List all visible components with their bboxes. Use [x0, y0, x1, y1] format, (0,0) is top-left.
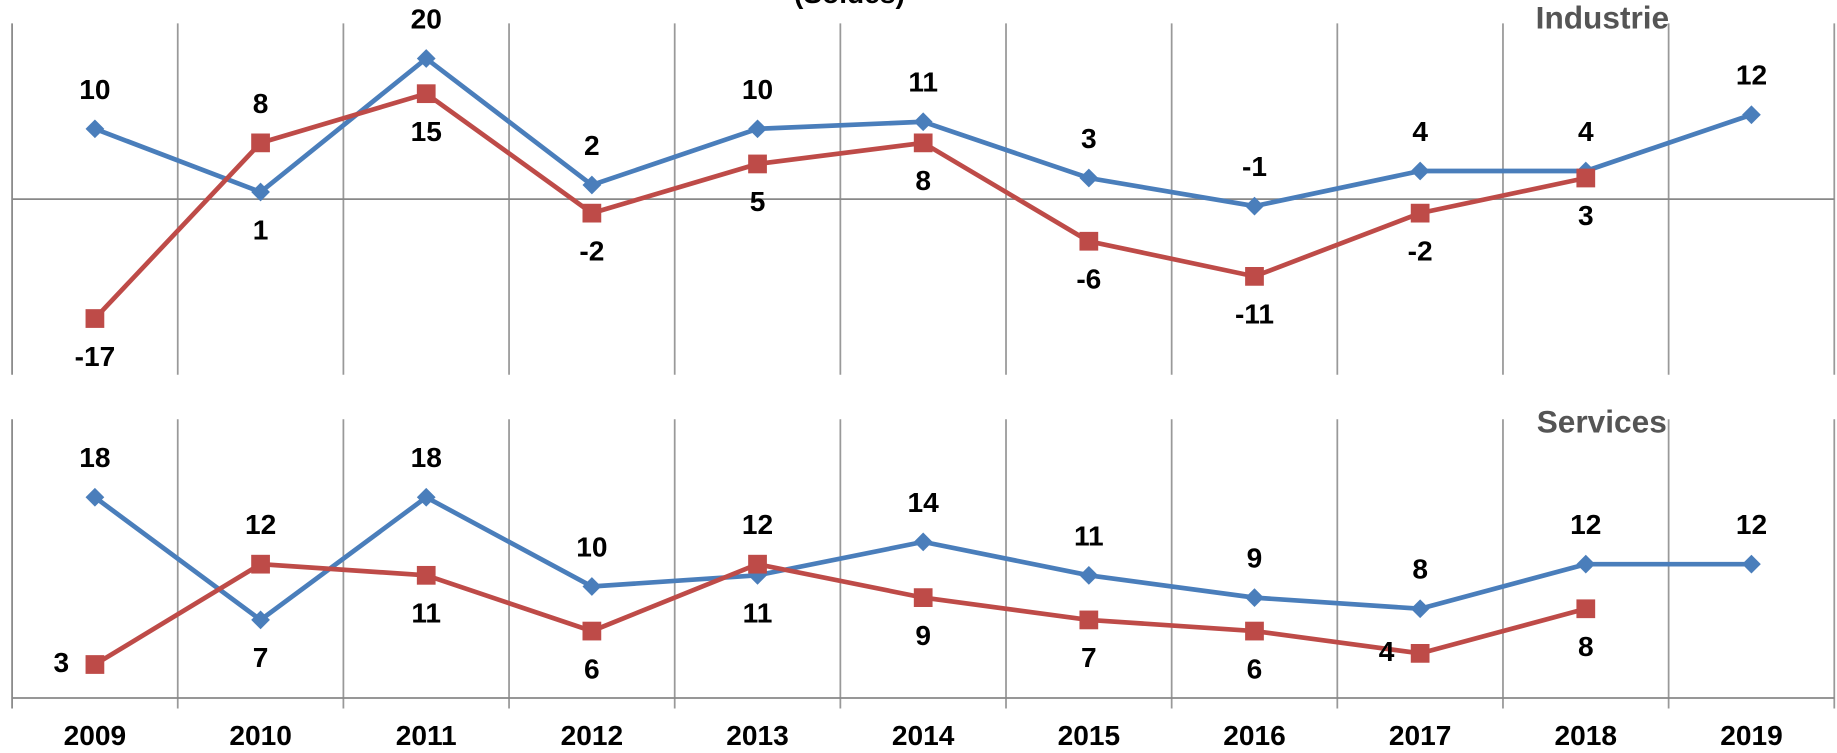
- marker: [748, 154, 767, 174]
- x-tick-label: 2010: [229, 720, 292, 751]
- marker: [251, 610, 270, 630]
- x-tick-label: 2009: [64, 720, 126, 751]
- marker: [251, 182, 270, 202]
- x-tick-label: 2017: [1389, 720, 1452, 751]
- marker: [913, 112, 933, 132]
- data-label: 15: [411, 116, 442, 147]
- data-label: -17: [75, 341, 116, 372]
- data-label: 8: [253, 88, 269, 119]
- marker: [1410, 203, 1430, 223]
- marker: [1576, 599, 1596, 619]
- marker: [416, 565, 436, 585]
- data-label: 20: [411, 4, 442, 35]
- x-tick-label: 2018: [1555, 720, 1618, 751]
- marker: [85, 487, 105, 507]
- data-label: 8: [915, 165, 931, 196]
- x-tick-label: 2019: [1720, 720, 1783, 751]
- data-label: 12: [1736, 509, 1767, 540]
- data-label: 11: [743, 598, 773, 629]
- data-label: -2: [1408, 235, 1433, 266]
- marker: [1576, 168, 1596, 188]
- data-label: 3: [1578, 200, 1594, 231]
- data-label: 3: [1081, 123, 1097, 154]
- marker: [748, 565, 767, 585]
- x-tick-label: 2013: [726, 720, 789, 751]
- data-label: 1: [253, 214, 269, 245]
- marker: [85, 655, 105, 674]
- panel-label: Industrie: [1536, 0, 1669, 35]
- data-label: -6: [1076, 263, 1101, 294]
- marker: [251, 133, 270, 153]
- marker: [1410, 643, 1430, 663]
- marker: [1245, 588, 1264, 607]
- series-line: [93, 91, 1587, 321]
- marker: [582, 577, 602, 596]
- marker: [1079, 168, 1099, 188]
- data-label: 3: [54, 647, 70, 678]
- marker: [1245, 621, 1264, 641]
- x-tick-label: 2015: [1058, 720, 1121, 751]
- marker: [1742, 105, 1761, 125]
- data-label: -2: [579, 235, 604, 266]
- marker: [1576, 554, 1596, 574]
- marker: [1410, 161, 1430, 181]
- x-tick-label: 2012: [561, 720, 624, 751]
- marker: [582, 203, 602, 223]
- data-label: 4: [1412, 116, 1428, 147]
- marker: [416, 487, 436, 507]
- marker: [85, 119, 105, 139]
- data-label: 12: [742, 509, 773, 540]
- data-label: 11: [411, 598, 441, 629]
- data-label: 10: [79, 74, 110, 105]
- data-label: -11: [1235, 299, 1274, 330]
- data-label: 8: [1412, 554, 1428, 585]
- data-label: 18: [411, 442, 442, 473]
- marker: [913, 588, 933, 607]
- chart-title: (Soldes): [794, 0, 905, 9]
- data-label: 12: [1570, 509, 1601, 540]
- data-label: 6: [1247, 653, 1263, 684]
- marker: [913, 532, 933, 552]
- data-label: 2: [584, 130, 600, 161]
- marker: [1245, 267, 1264, 286]
- data-label: 9: [1247, 543, 1263, 574]
- marker: [85, 309, 105, 328]
- data-label: 4: [1379, 636, 1395, 667]
- data-label: 10: [576, 531, 607, 562]
- data-label: 10: [742, 74, 773, 105]
- data-label: 18: [79, 442, 110, 473]
- marker: [748, 554, 767, 574]
- marker: [1742, 554, 1761, 574]
- marker: [416, 84, 436, 104]
- data-label: 14: [908, 487, 940, 518]
- data-label: -1: [1242, 151, 1267, 182]
- series-line: [93, 561, 1587, 667]
- data-label: 6: [584, 653, 600, 684]
- marker: [1079, 610, 1099, 630]
- x-tick-label: 2014: [892, 720, 955, 751]
- marker: [251, 554, 270, 574]
- panel-label: Services: [1537, 403, 1667, 439]
- data-label: 8: [1578, 631, 1594, 662]
- data-label: 9: [915, 620, 931, 651]
- marker: [1410, 599, 1430, 619]
- x-tick-label: 2016: [1223, 720, 1286, 751]
- data-label: 7: [253, 642, 269, 673]
- data-label: 11: [908, 67, 938, 98]
- data-label: 5: [750, 186, 766, 217]
- data-label: 7: [1081, 642, 1097, 673]
- marker: [1079, 565, 1099, 585]
- data-label: 12: [245, 509, 276, 540]
- data-label: 11: [1074, 520, 1104, 551]
- x-tick-label: 2011: [396, 720, 457, 751]
- marker: [748, 119, 767, 139]
- marker: [913, 133, 933, 153]
- marker: [1079, 231, 1099, 251]
- data-label: 4: [1578, 116, 1594, 147]
- marker: [582, 621, 602, 641]
- marker: [1245, 196, 1264, 216]
- data-label: 12: [1736, 60, 1767, 91]
